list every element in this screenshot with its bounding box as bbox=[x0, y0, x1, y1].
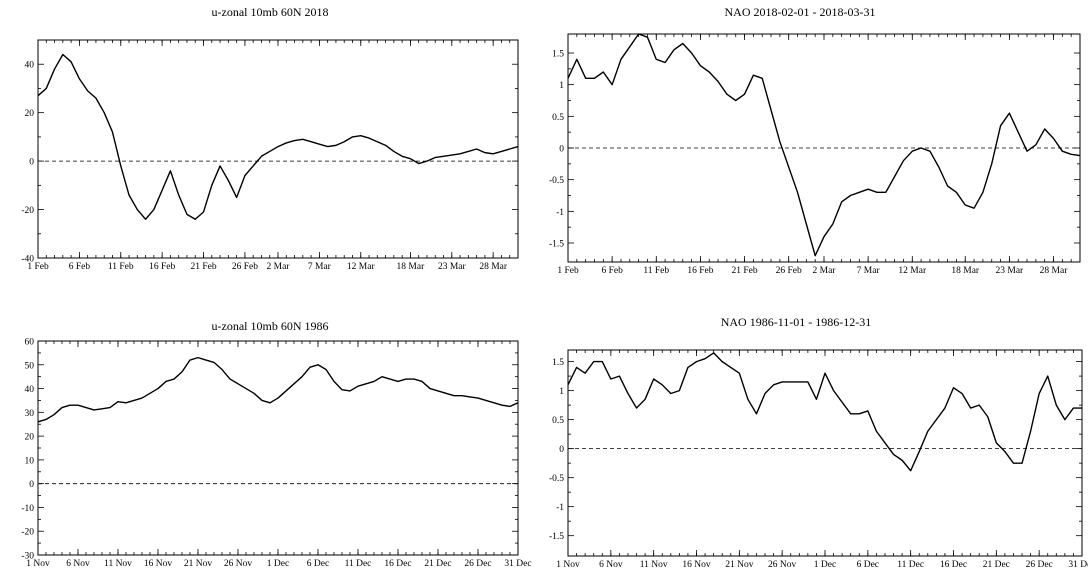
y-tick-label: 0.5 bbox=[552, 113, 564, 123]
x-tick-label: 6 Feb bbox=[601, 266, 623, 276]
x-tick-label: 16 Dec bbox=[384, 559, 411, 569]
y-tick-label: 0 bbox=[29, 480, 34, 490]
x-tick-label: 1 Dec bbox=[267, 559, 289, 569]
y-tick-label: 0 bbox=[29, 158, 34, 168]
x-tick-label: 11 Nov bbox=[640, 560, 668, 570]
x-tick-label: 1 Feb bbox=[557, 266, 579, 276]
x-tick-label: 18 Mar bbox=[397, 262, 426, 272]
y-tick-label: 1 bbox=[559, 387, 564, 397]
chart-uzonal-2018: u-zonal 10mb 60N 2018 1 Feb 6 Feb 11 Feb 16… bbox=[21, 5, 519, 272]
plot-frame bbox=[567, 349, 1083, 557]
x-tick-label: 28 Mar bbox=[1040, 266, 1069, 276]
x-tick-label: 26 Feb bbox=[776, 266, 802, 276]
x-tick-label: 11 Feb bbox=[643, 266, 669, 276]
y-tick-label: 30 bbox=[25, 409, 35, 419]
y-tick-label: -30 bbox=[21, 552, 34, 562]
chart-panel-nao-1986: NAO 1986-11-01 - 1986-12-31 1 Nov 6 Nov 11… bbox=[530, 290, 1088, 572]
x-tick-label: 26 Nov bbox=[768, 560, 796, 570]
x-tick-label: 23 Mar bbox=[438, 262, 467, 272]
y-tick-label: 1.5 bbox=[552, 358, 564, 368]
y-tick-label: -0.5 bbox=[549, 176, 564, 186]
y-tick-label: 40 bbox=[25, 61, 35, 71]
x-tick-label: 11 Feb bbox=[108, 262, 134, 272]
x-tick-label: 31 Dec bbox=[1068, 560, 1088, 570]
y-tick-label: 10 bbox=[25, 456, 35, 466]
x-tick-label: 31 Dec bbox=[504, 559, 531, 569]
y-tick-label: -40 bbox=[21, 255, 34, 265]
chart-title: u-zonal 10mb 60N 2018 bbox=[212, 5, 329, 19]
x-tick-label: 7 Mar bbox=[857, 266, 881, 276]
x-tick-label: 21 Feb bbox=[190, 262, 216, 272]
x-tick-label: 11 Dec bbox=[345, 559, 372, 569]
y-tick-label: 0 bbox=[559, 445, 564, 455]
x-tick-label: 21 Feb bbox=[731, 266, 757, 276]
x-tick-label: 26 Dec bbox=[464, 559, 491, 569]
y-tick-label: 1 bbox=[559, 81, 564, 91]
x-tick-label: 11 Nov bbox=[104, 559, 132, 569]
plot-frame bbox=[37, 340, 519, 556]
x-tick-label: 6 Feb bbox=[69, 262, 91, 272]
x-tick-label: 16 Nov bbox=[682, 560, 710, 570]
chart-title: u-zonal 10mb 60N 1986 bbox=[212, 319, 329, 333]
chart-title: NAO 1986-11-01 - 1986-12-31 bbox=[721, 315, 872, 329]
plot-frame bbox=[567, 33, 1081, 263]
series-line bbox=[37, 356, 519, 423]
x-tick-label: 6 Dec bbox=[857, 560, 879, 570]
x-tick-label: 28 Mar bbox=[479, 262, 508, 272]
x-tick-label: 2 Mar bbox=[813, 266, 837, 276]
x-tick-label: 6 Nov bbox=[599, 560, 623, 570]
y-tick-label: 1.5 bbox=[552, 50, 564, 60]
y-tick-label: -20 bbox=[21, 206, 34, 216]
x-tick-label: 26 Dec bbox=[1026, 560, 1053, 570]
chart-panel-nao-2018: NAO 2018-02-01 - 2018-03-31 1 Feb 6 Feb 11… bbox=[530, 0, 1088, 290]
y-tick-label: 0 bbox=[559, 145, 564, 155]
x-tick-label: 12 Mar bbox=[898, 266, 927, 276]
y-tick-label: -1.5 bbox=[549, 240, 564, 250]
y-tick-label: 20 bbox=[25, 109, 35, 119]
y-tick-label: -1.5 bbox=[549, 532, 564, 542]
x-tick-label: 16 Nov bbox=[144, 559, 172, 569]
x-tick-label: 1 Nov bbox=[556, 560, 580, 570]
y-tick-label: 0.5 bbox=[552, 416, 564, 426]
x-tick-label: 7 Mar bbox=[308, 262, 332, 272]
y-tick-label: 50 bbox=[25, 361, 35, 371]
x-tick-label: 16 Dec bbox=[940, 560, 967, 570]
x-tick-label: 1 Feb bbox=[27, 262, 49, 272]
x-tick-label: 26 Feb bbox=[232, 262, 258, 272]
x-tick-label: 21 Nov bbox=[725, 560, 753, 570]
x-tick-label: 11 Dec bbox=[897, 560, 924, 570]
y-tick-label: -1 bbox=[556, 208, 564, 218]
x-tick-label: 21 Dec bbox=[983, 560, 1010, 570]
plot-frame bbox=[37, 39, 519, 259]
x-tick-label: 2 Mar bbox=[267, 262, 291, 272]
chart-nao-1986: NAO 1986-11-01 - 1986-12-31 1 Nov 6 Nov 11… bbox=[549, 315, 1088, 570]
y-tick-label: -0.5 bbox=[549, 474, 564, 484]
y-tick-label: 20 bbox=[25, 433, 35, 443]
x-tick-label: 1 Dec bbox=[814, 560, 836, 570]
y-tick-label: -10 bbox=[21, 504, 34, 514]
y-tick-label: -1 bbox=[556, 503, 564, 513]
x-tick-label: 1 Nov bbox=[26, 559, 50, 569]
chart-panel-uzonal-2018: u-zonal 10mb 60N 2018 1 Feb 6 Feb 11 Feb 16… bbox=[0, 0, 530, 290]
x-tick-label: 18 Mar bbox=[951, 266, 980, 276]
chart-title: NAO 2018-02-01 - 2018-03-31 bbox=[725, 5, 876, 19]
series-line bbox=[567, 352, 1082, 472]
x-tick-label: 21 Dec bbox=[424, 559, 451, 569]
y-tick-label: 40 bbox=[25, 385, 35, 395]
x-tick-label: 6 Dec bbox=[307, 559, 329, 569]
x-tick-label: 21 Nov bbox=[184, 559, 212, 569]
x-tick-label: 6 Nov bbox=[66, 559, 90, 569]
x-tick-label: 23 Mar bbox=[996, 266, 1025, 276]
chart-nao-2018: NAO 2018-02-01 - 2018-03-31 1 Feb 6 Feb 11… bbox=[549, 5, 1081, 276]
x-tick-label: 16 Feb bbox=[687, 266, 713, 276]
chart-panel-uzonal-1986: u-zonal 10mb 60N 1986 1 Nov 6 Nov 11 Nov 16… bbox=[0, 290, 531, 572]
y-tick-label: -20 bbox=[21, 528, 34, 538]
series-line bbox=[37, 53, 519, 220]
series-line bbox=[567, 33, 1081, 257]
x-tick-label: 16 Feb bbox=[149, 262, 175, 272]
chart-uzonal-1986: u-zonal 10mb 60N 1986 1 Nov 6 Nov 11 Nov 16… bbox=[21, 319, 531, 569]
y-tick-label: 60 bbox=[25, 338, 35, 348]
x-tick-label: 26 Nov bbox=[224, 559, 252, 569]
x-tick-label: 12 Mar bbox=[347, 262, 376, 272]
